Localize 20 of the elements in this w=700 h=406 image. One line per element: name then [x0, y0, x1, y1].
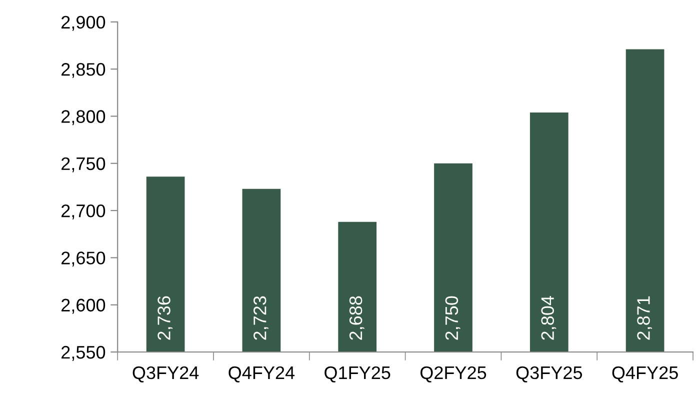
y-tick-label: 2,750 [62, 157, 106, 172]
data-label: 2,871 [637, 296, 652, 340]
y-tick-label: 2,600 [62, 298, 106, 314]
x-tick-label: Q2FY25 [420, 366, 486, 382]
data-label: 2,804 [541, 296, 556, 340]
data-label: 2,723 [254, 296, 268, 340]
x-tick-label: Q4FY24 [228, 366, 295, 382]
y-tick-label: 2,550 [62, 346, 106, 361]
data-label: 2,736 [158, 296, 173, 340]
y-tick-label: 2,800 [62, 110, 106, 126]
x-tick-label: Q1FY25 [324, 366, 390, 382]
x-tick-label: Q3FY24 [132, 366, 199, 382]
y-tick-label: 2,650 [62, 252, 106, 267]
y-tick-label: 2,700 [62, 204, 106, 220]
data-label: 2,750 [445, 296, 460, 340]
x-tick-label: Q3FY25 [516, 366, 582, 382]
data-label: 2,688 [349, 296, 364, 340]
y-tick-label: 2,900 [62, 16, 106, 31]
x-tick-label: Q4FY25 [612, 366, 678, 382]
y-tick-label: 2,850 [62, 63, 106, 78]
